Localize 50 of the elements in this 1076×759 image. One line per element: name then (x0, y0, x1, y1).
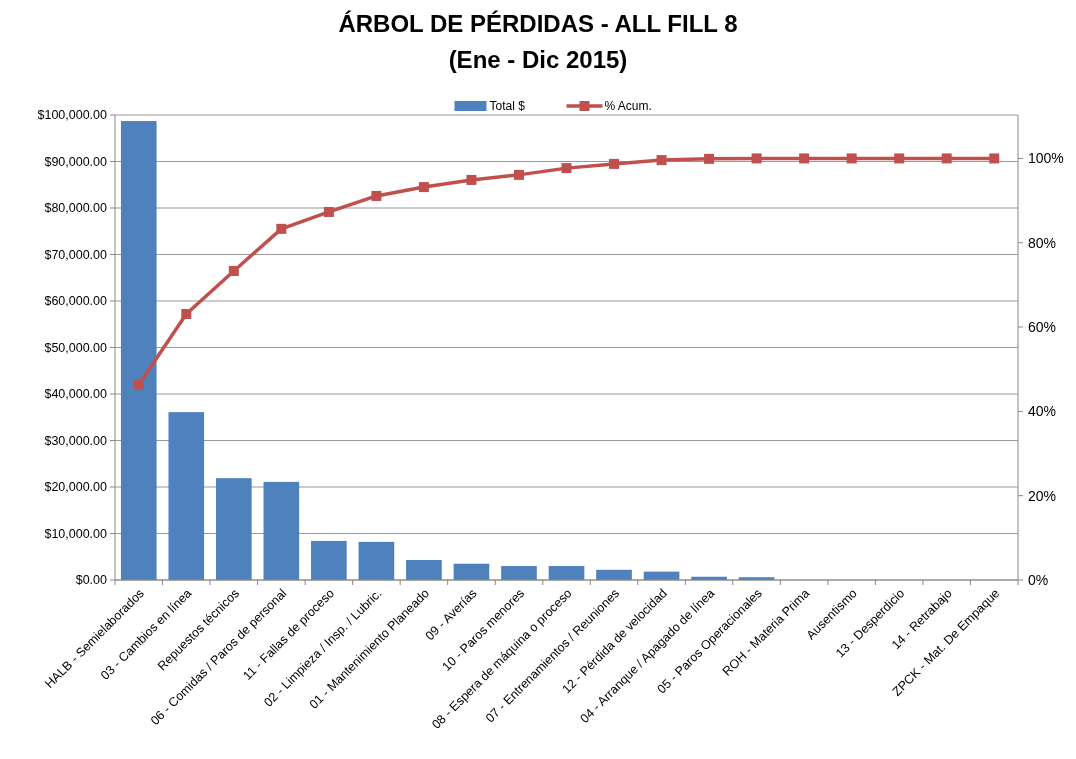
y-tick-label: $90,000.00 (44, 154, 108, 169)
y2-tick-label: 100% (1028, 150, 1064, 167)
point (894, 153, 905, 164)
bar (311, 540, 347, 580)
bar (548, 566, 585, 580)
y-tick-label: $30,000.00 (44, 433, 108, 448)
point (941, 153, 952, 164)
chart-title: ÁRBOL DE PÉRDIDAS - ALL FILL 8 (338, 10, 738, 37)
y-tick-label: $0.00 (75, 573, 108, 588)
point (466, 174, 477, 185)
point (371, 190, 382, 201)
y2-tick-label: 20% (1028, 487, 1057, 504)
point (609, 158, 620, 169)
y-tick-label: $10,000.00 (44, 526, 108, 541)
bar (453, 563, 490, 580)
y-tick-label: $40,000.00 (44, 387, 108, 402)
bar (406, 560, 442, 580)
bar (263, 481, 300, 580)
point (704, 153, 715, 164)
point (181, 308, 192, 319)
y2-tick-label: 80% (1028, 234, 1057, 251)
legend-label: Total $ (489, 99, 526, 113)
point (561, 163, 572, 174)
bar (120, 121, 157, 580)
bar (501, 566, 537, 580)
point (751, 153, 762, 164)
y2-tick-label: 60% (1028, 318, 1057, 335)
y-tick-label: $20,000.00 (44, 480, 108, 495)
y2-tick-label: 0% (1028, 571, 1049, 588)
point (228, 265, 239, 276)
point (989, 153, 1000, 164)
point (799, 153, 810, 164)
point (418, 182, 429, 193)
chart-subtitle: (Ene - Dic 2015) (448, 46, 628, 73)
point (323, 206, 334, 217)
bar (168, 412, 205, 580)
point (846, 153, 857, 164)
y-tick-label: $80,000.00 (44, 201, 108, 216)
y-tick-label: $60,000.00 (44, 294, 108, 309)
y-tick-label: $100,000.00 (37, 108, 108, 123)
y-tick-label: $70,000.00 (44, 247, 108, 262)
point (276, 223, 287, 234)
bar (358, 541, 395, 580)
point (656, 155, 667, 166)
y2-tick-label: 40% (1028, 403, 1057, 420)
point (133, 379, 144, 390)
bar (215, 478, 252, 580)
point (513, 169, 524, 180)
y-tick-label: $50,000.00 (44, 340, 108, 355)
legend-label: % Acum. (604, 99, 652, 113)
